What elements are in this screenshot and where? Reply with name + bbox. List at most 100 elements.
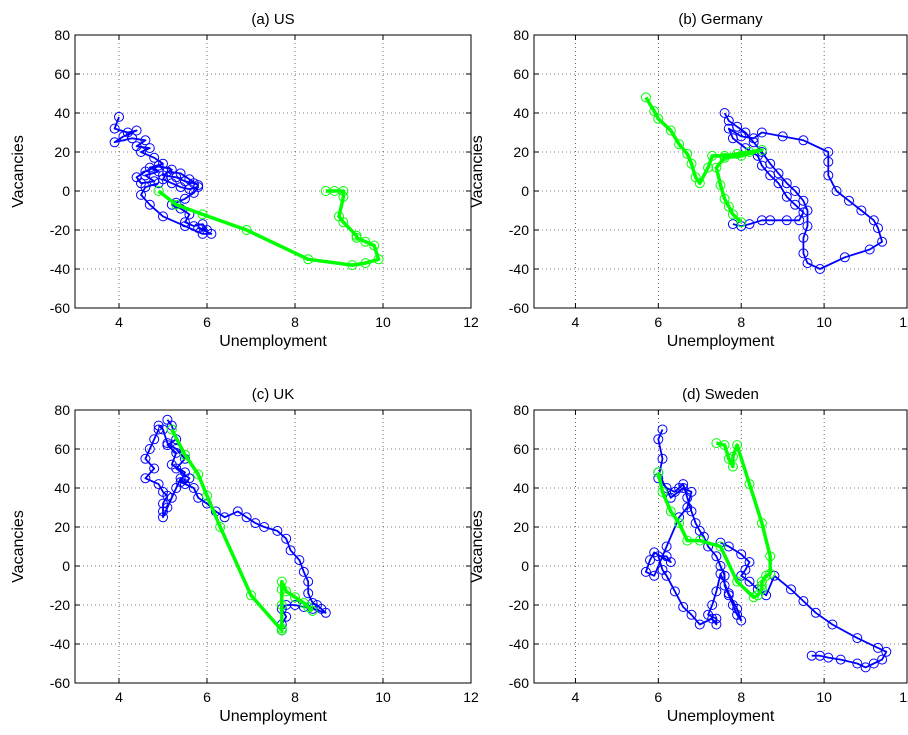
data-point: [715, 541, 726, 552]
data-point: [711, 162, 722, 173]
series-line-1: [720, 541, 888, 669]
x-tick-label: 6: [203, 689, 211, 705]
x-tick-label: 4: [572, 689, 580, 705]
data-point: [715, 568, 726, 579]
data-point: [815, 650, 825, 661]
data-point: [781, 191, 792, 202]
data-point: [298, 566, 309, 577]
data-point: [727, 133, 738, 144]
data-point: [153, 178, 164, 189]
x-axis-label: Unemployment: [219, 708, 327, 725]
data-point: [215, 522, 226, 532]
data-point: [149, 152, 160, 163]
y-tick-label: -40: [509, 636, 529, 652]
data-point: [188, 187, 199, 198]
data-point: [144, 444, 155, 454]
data-point: [657, 424, 668, 435]
data-point: [665, 506, 676, 517]
y-tick-label: 60: [54, 66, 70, 82]
data-point: [166, 424, 177, 435]
data-point: [810, 607, 821, 618]
data-point: [640, 92, 651, 103]
axes-frame: [533, 34, 908, 309]
data-point: [197, 228, 208, 239]
data-point: [744, 479, 755, 490]
data-point: [694, 535, 705, 546]
data-point: [682, 502, 693, 513]
data-point: [715, 561, 726, 571]
y-tick-label: -20: [50, 222, 70, 238]
data-point: [184, 174, 195, 185]
data-point: [873, 223, 883, 234]
data-point: [823, 156, 834, 167]
data-point: [140, 135, 151, 146]
y-tick-label: -20: [509, 597, 529, 613]
x-tick-label: 12: [899, 314, 908, 330]
y-axis-label: Vacancies: [10, 510, 27, 583]
y-tick-label: 20: [54, 144, 70, 160]
data-point: [303, 588, 314, 599]
data-point: [259, 522, 270, 532]
data-point: [765, 170, 776, 181]
x-tick-label: 8: [737, 314, 745, 330]
y-tick-label: 20: [54, 519, 70, 535]
series-line-2: [170, 428, 314, 633]
data-point: [756, 518, 767, 529]
data-point: [281, 533, 292, 544]
data-point: [686, 158, 697, 169]
data-point: [294, 555, 305, 566]
y-tick-label: 80: [54, 27, 70, 43]
data-point: [669, 586, 680, 597]
data-point: [827, 619, 838, 630]
data-point: [180, 217, 190, 228]
data-point: [798, 232, 809, 243]
data-point: [711, 586, 722, 597]
data-point: [756, 576, 767, 587]
data-point: [790, 186, 801, 196]
data-point: [682, 148, 693, 159]
data-point: [657, 486, 668, 497]
data-point: [765, 215, 776, 226]
data-point: [144, 199, 155, 210]
data-point: [162, 438, 173, 449]
data-point: [831, 186, 842, 196]
data-point: [281, 586, 292, 597]
data-point: [657, 564, 668, 575]
x-tick-label: 10: [816, 689, 832, 705]
y-axis-label: Vacancies: [10, 135, 27, 208]
data-point: [719, 152, 730, 163]
data-point: [320, 186, 331, 196]
y-tick-label: 40: [54, 480, 70, 496]
data-point: [653, 434, 664, 445]
data-point: [790, 199, 801, 210]
data-point: [744, 557, 755, 568]
data-point: [241, 512, 252, 523]
data-point: [707, 150, 718, 161]
data-point: [694, 619, 705, 630]
data-point: [794, 215, 805, 226]
data-point: [732, 603, 743, 614]
data-point: [877, 654, 888, 665]
x-tick-label: 10: [375, 689, 391, 705]
data-point: [162, 490, 173, 501]
data-point: [665, 557, 676, 568]
data-point: [690, 518, 701, 529]
data-point: [136, 147, 146, 157]
data-point: [748, 133, 759, 144]
data-point: [802, 221, 813, 232]
x-tick-label: 8: [291, 314, 299, 330]
data-point: [166, 178, 177, 189]
data-point: [823, 170, 834, 181]
y-tick-label: -60: [509, 675, 529, 691]
chart-panel-0: 4 6 8 10 12 -60 -40 -20 0 20 40 60 80 (a) US Unemploym…: [10, 11, 479, 350]
data-point: [290, 592, 300, 603]
data-point: [744, 576, 755, 587]
series-line-0: [113, 116, 213, 235]
data-point: [219, 512, 230, 523]
data-point: [744, 147, 755, 157]
data-point: [193, 469, 204, 480]
data-point: [202, 490, 212, 501]
x-tick-label: 4: [572, 314, 580, 330]
data-point: [727, 461, 738, 472]
data-point: [184, 473, 195, 484]
